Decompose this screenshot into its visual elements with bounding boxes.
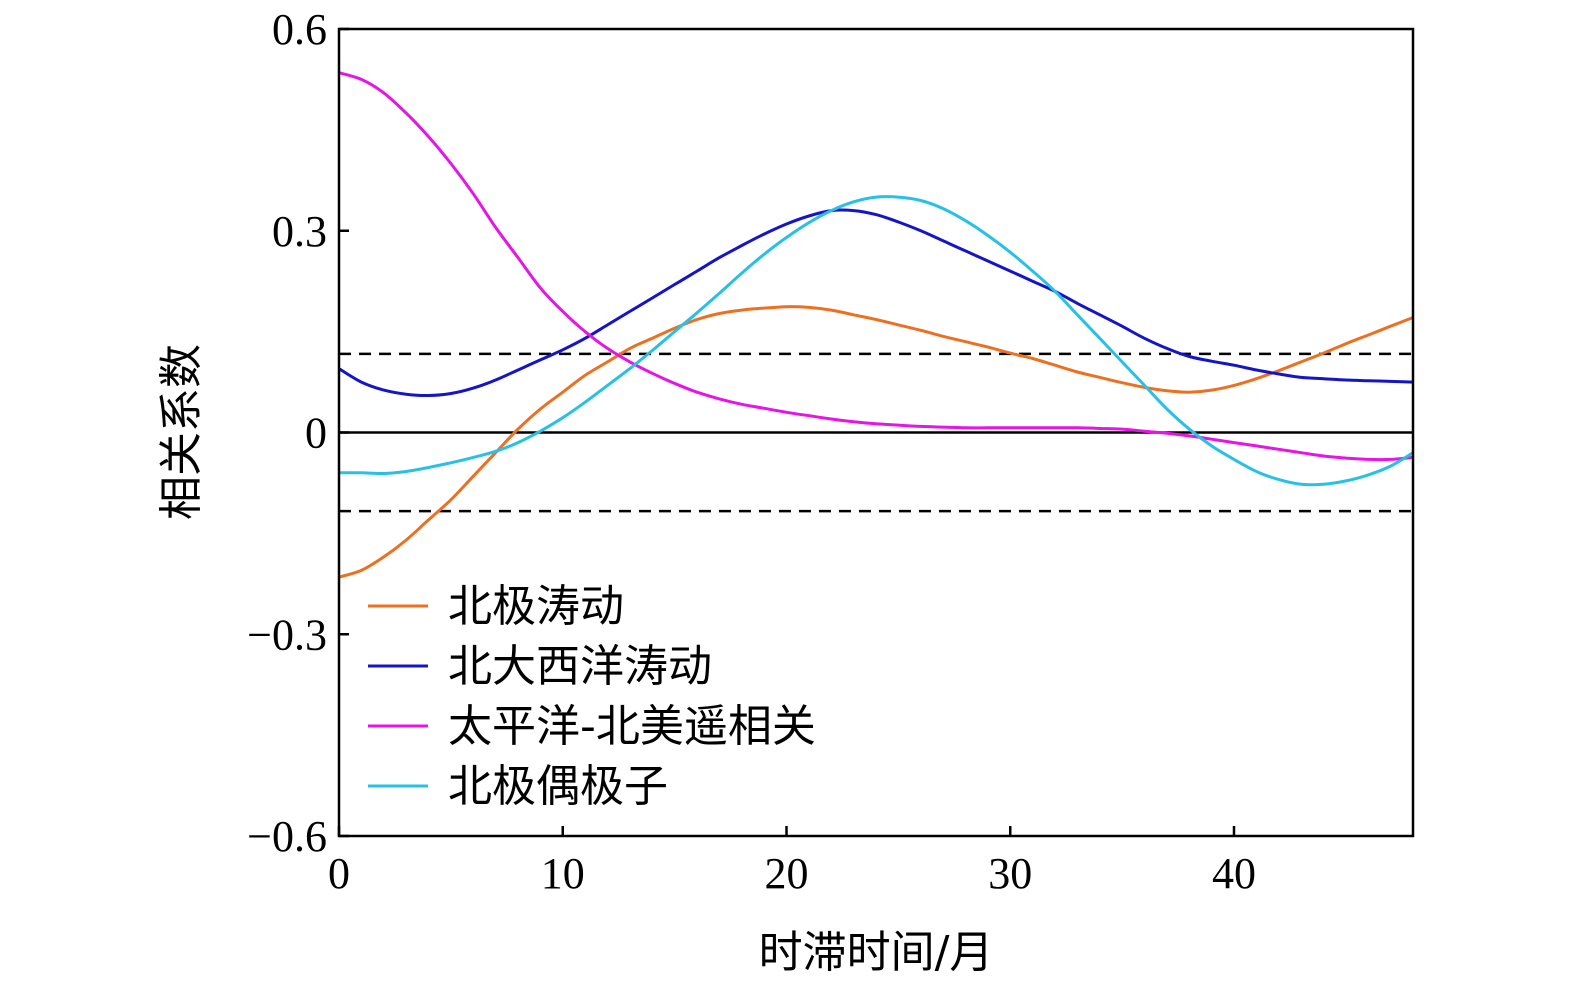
x-tick-label: 30 xyxy=(988,849,1032,898)
y-tick-label: −0.3 xyxy=(247,610,327,659)
series-line-4 xyxy=(339,195,1413,487)
series-lines xyxy=(339,71,1413,579)
series-line-3 xyxy=(339,71,1413,462)
x-tick-label: 20 xyxy=(765,849,809,898)
y-tick-label: 0 xyxy=(305,409,327,458)
legend-label: 太平洋-北美遥相关 xyxy=(448,701,816,752)
x-tick-label: 40 xyxy=(1212,849,1256,898)
series-line-2 xyxy=(339,208,1413,398)
legend-label: 北极偶极子 xyxy=(448,761,668,812)
y-tick-label: 0.6 xyxy=(272,5,327,54)
x-axis: 0 10 20 30 40 xyxy=(328,826,1256,898)
y-axis: −0.6 −0.3 0 0.3 0.6 xyxy=(247,5,349,861)
legend-label: 北极涛动 xyxy=(448,581,624,632)
y-tick-label: −0.6 xyxy=(247,812,327,861)
series-line-1 xyxy=(339,305,1413,579)
y-tick-label: 0.3 xyxy=(272,207,327,256)
x-tick-label: 0 xyxy=(328,849,350,898)
legend-label: 北大西洋涛动 xyxy=(448,641,712,692)
y-axis-title: 相关系数 xyxy=(156,344,207,520)
reference-lines xyxy=(339,352,1413,513)
x-tick-label: 10 xyxy=(541,849,585,898)
x-axis-title: 时滞时间/月 xyxy=(759,927,994,978)
